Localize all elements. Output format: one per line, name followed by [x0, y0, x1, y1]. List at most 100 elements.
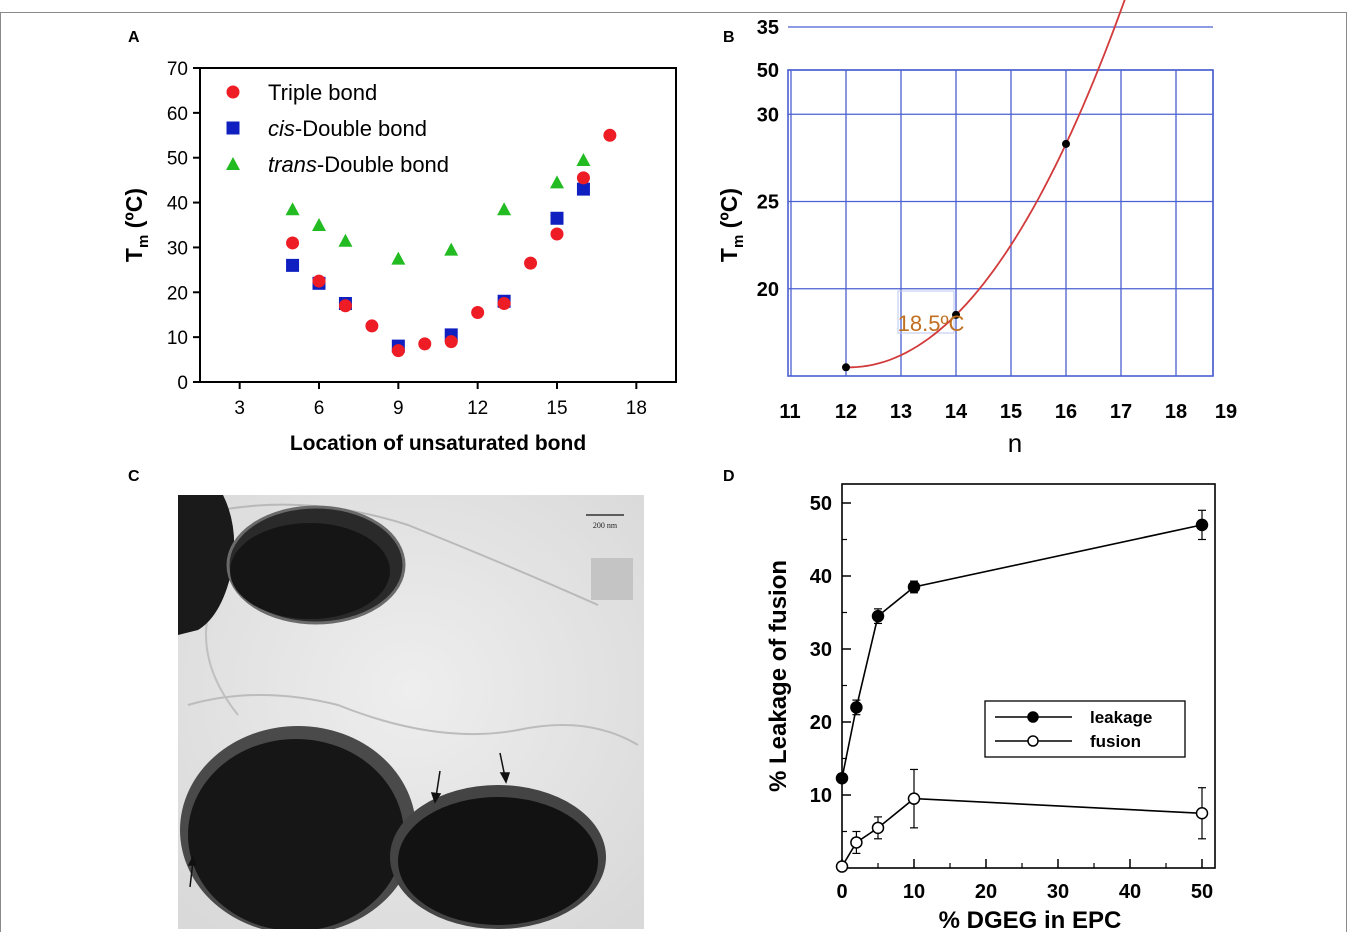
x-tick-label: 12 [835, 401, 857, 423]
panel-label-b: B [723, 29, 735, 46]
x-tick-label: 12 [467, 398, 488, 419]
electron-micrograph: 200 nm [178, 495, 644, 929]
y-tick-label: 10 [167, 328, 188, 349]
legend-entry-text: -Double bond [317, 152, 449, 177]
x-tick-label: 18 [626, 398, 647, 419]
figure-frame [0, 12, 1347, 932]
y-tick-label: 20 [757, 279, 779, 301]
legend-entry-text: -Double bond [295, 116, 427, 141]
legend-entry: leakage [1090, 708, 1152, 727]
y-tick-label: 50 [810, 493, 832, 515]
y-axis-label-tail: (ºC) [121, 188, 147, 235]
panel-label-a: A [128, 29, 140, 46]
legend-entry: fusion [1090, 732, 1141, 751]
fit-curve [846, 0, 1126, 369]
data-point-fusion [871, 821, 885, 835]
y-tick-label: 20 [810, 712, 832, 734]
y-tick-label: 40 [167, 194, 188, 215]
data-point-triple-bond [338, 299, 352, 313]
data-point-cis-double-bond [226, 121, 240, 135]
data-point-triple-bond [497, 297, 511, 310]
data-point [1062, 139, 1070, 148]
y-tick-label: 25 [757, 192, 779, 214]
data-point-trans-double-bond [226, 157, 240, 170]
data-point-trans-double-bond [338, 233, 353, 247]
data-point-cis-double-bond [550, 211, 564, 225]
scale-bar-label: 200 nm [593, 521, 618, 530]
data-point-fusion [907, 792, 921, 805]
data-point-trans-double-bond [550, 175, 564, 189]
data-point-triple-bond [471, 305, 485, 319]
data-point-triple-bond [444, 335, 458, 349]
data-point-trans-double-bond [285, 202, 300, 216]
legend-entry-italic: trans [268, 152, 317, 177]
legend-entry-text: Triple bond [268, 80, 377, 105]
y-tick-label: 20 [167, 283, 188, 304]
x-tick-label: 15 [1000, 401, 1022, 423]
data-point-triple-bond [603, 128, 617, 142]
x-tick-label: 0 [836, 881, 847, 903]
x-axis-label: Location of unsaturated bond [290, 432, 586, 455]
plot-area-frame [199, 67, 677, 383]
data-point [842, 363, 850, 372]
y-axis-label-sub: m [730, 235, 747, 248]
x-tick-label: 17 [1110, 401, 1132, 423]
y-tick-label: 50 [757, 60, 779, 82]
x-tick-label: 10 [903, 881, 925, 903]
data-point-fusion [850, 836, 863, 849]
data-point-triple-bond [365, 319, 379, 333]
data-point-triple-bond [576, 171, 590, 185]
data-point-fusion [835, 860, 849, 873]
panel-label-d: D [723, 468, 735, 485]
data-point-trans-double-bond [444, 242, 459, 256]
panel-label-c: C [128, 468, 140, 485]
data-point-cis-double-bond [576, 182, 590, 196]
legend-entry-italic: cis [268, 116, 295, 141]
x-tick-label: 20 [975, 881, 997, 903]
y-tick-label: 30 [810, 639, 832, 661]
data-point-fusion [1195, 807, 1209, 820]
y-tick-label: 60 [167, 104, 188, 125]
x-tick-label: 11 [779, 401, 800, 423]
data-point-leakage [907, 580, 921, 594]
y-axis-label-sub: m [135, 235, 152, 248]
y-tick-label: 30 [757, 104, 779, 126]
x-tick-label: 9 [393, 398, 404, 419]
x-tick-label: 6 [314, 398, 325, 419]
y-tick-label: 30 [167, 238, 188, 259]
data-point-triple-bond [418, 337, 432, 351]
x-tick-label: 15 [546, 398, 567, 419]
data-point-leakage [871, 609, 885, 623]
x-axis-label: n [1008, 428, 1022, 458]
y-axis-label: Tm (ºC) [121, 188, 152, 262]
data-point-triple-bond [391, 344, 405, 358]
plot-area-frame [841, 483, 1216, 869]
data-point-leakage [850, 701, 863, 714]
x-tick-label: 3 [234, 398, 245, 419]
data-point-triple-bond [312, 274, 326, 288]
x-tick-label: 16 [1055, 401, 1077, 423]
data-point-triple-bond [550, 227, 564, 241]
data-point-triple-bond [226, 85, 240, 99]
legend-marker [1027, 735, 1039, 747]
series-line-fusion [841, 797, 1203, 867]
y-tick-label: 50 [167, 149, 188, 170]
data-point-trans-double-bond [576, 152, 591, 166]
y-axis-label: Tm (ºC) [716, 188, 747, 262]
data-point-leakage [835, 771, 849, 785]
y-tick-label: 70 [167, 59, 188, 80]
x-axis-label: % DGEG in EPC [939, 907, 1122, 932]
y-tick-label: 0 [177, 373, 188, 394]
x-tick-label: 13 [890, 401, 912, 423]
x-tick-label: 14 [945, 401, 968, 423]
data-point-cis-double-bond [286, 258, 300, 272]
legend-box [984, 700, 1186, 758]
y-axis-label: % Leakage of fusion [765, 560, 792, 792]
annotation-label: 18.5ºC [898, 311, 965, 336]
data-point-triple-bond [286, 236, 300, 250]
data-point-triple-bond [524, 256, 538, 270]
y-tick-label: 40 [810, 566, 832, 588]
